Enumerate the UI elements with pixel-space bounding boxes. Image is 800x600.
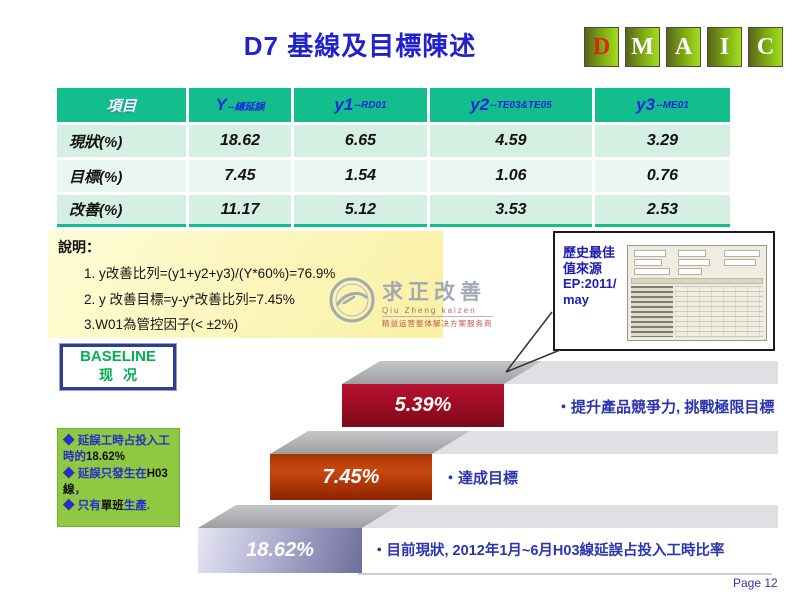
table-cell: 3.29 bbox=[595, 125, 730, 157]
dmaic-letter-a: A bbox=[666, 27, 701, 67]
watermark: 求正改善 Qiu Zheng kaizen 精益运营整体解决方案服务商 bbox=[328, 276, 543, 329]
table-cell: 18.62 bbox=[189, 125, 291, 157]
sheet-field bbox=[678, 268, 702, 275]
table-cell: 4.59 bbox=[430, 125, 592, 157]
table-cell: 11.17 bbox=[189, 195, 291, 227]
page-number: Page 12 bbox=[733, 576, 778, 590]
table-header-y1: y1 --RD01 bbox=[294, 88, 427, 122]
platform-top-dark bbox=[342, 361, 542, 384]
sheet-field bbox=[634, 268, 670, 275]
dmaic-letter-d: D bbox=[584, 27, 619, 67]
table-cell: 3.53 bbox=[430, 195, 592, 227]
table-header-y3: y3 --ME01 bbox=[595, 88, 730, 122]
bar-current: 18.62% bbox=[198, 528, 362, 573]
table-header-y: Y --總延誤 bbox=[189, 88, 291, 122]
table-cell: 2.53 bbox=[595, 195, 730, 227]
kaizen-logo-icon bbox=[329, 277, 375, 323]
platform-top-light bbox=[504, 361, 778, 384]
baseline-label-cn: 现况 bbox=[99, 367, 147, 384]
platform-bottom-dark bbox=[198, 505, 400, 528]
watermark-subtitle: 精益运营整体解决方案服务商 bbox=[382, 319, 493, 328]
page-title: D7 基線及目標陳述 bbox=[243, 31, 477, 61]
sheet-field bbox=[724, 259, 756, 266]
baseline-label-en: BASELINE bbox=[80, 347, 156, 365]
baseline-box: BASELINE 现况 bbox=[59, 343, 177, 391]
table-header-y2: y2 --TE03&TE05 bbox=[430, 88, 592, 122]
spreadsheet-thumbnail bbox=[627, 245, 767, 341]
table-cell: 1.54 bbox=[294, 160, 427, 192]
platform-mid-light bbox=[432, 431, 778, 454]
sheet-grid bbox=[675, 286, 763, 337]
sheet-field bbox=[678, 250, 706, 257]
bullet-icon: ◆ bbox=[63, 467, 78, 480]
note-item-1: 1. y改善比列=(y1+y2+y3)/(Y*60%)=76.9% bbox=[84, 266, 336, 281]
sheet-toolbar bbox=[631, 278, 763, 284]
sheet-field bbox=[678, 259, 710, 266]
note-item-2: 2. y 改善目標=y-y*改善比列=7.45% bbox=[84, 291, 295, 307]
annotation-current: ・目前現狀, 2012年1月~6月H03線延誤占投入工時比率 bbox=[372, 543, 725, 559]
watermark-en: Qiu Zheng kaizen bbox=[382, 306, 493, 317]
note-item-3: 3.W01為管控因子(< ±2%) bbox=[84, 317, 239, 333]
notes-title: 說明： bbox=[58, 239, 100, 255]
table-cell: 5.12 bbox=[294, 195, 427, 227]
table-cell: 1.06 bbox=[430, 160, 592, 192]
row-label-target: 目標(%) bbox=[57, 160, 186, 192]
dmaic-letter-c: C bbox=[748, 27, 783, 67]
row-label-current: 現狀(%) bbox=[57, 125, 186, 157]
table-cell: 6.65 bbox=[294, 125, 427, 157]
baseline-target-table: 項目 Y --總延誤 y1 --RD01 y2 --TE03&TE05 y3 --ME0… bbox=[57, 88, 730, 227]
sheet-field bbox=[634, 259, 662, 266]
dmaic-letter-i: I bbox=[707, 27, 742, 67]
platform-bottom-light bbox=[362, 505, 778, 528]
dmaic-letter-m: M bbox=[625, 27, 660, 67]
callout-text: 歷史最佳 值來源 EP:2011/ may bbox=[563, 245, 617, 307]
bullet-icon: ◆ bbox=[63, 500, 78, 513]
dmaic-strip: D M A I C bbox=[584, 27, 783, 67]
sheet-field bbox=[634, 250, 666, 257]
notes-panel: 說明： 1. y改善比列=(y1+y2+y3)/(Y*60%)=76.9% 2.… bbox=[48, 231, 443, 338]
table-cell: 0.76 bbox=[595, 160, 730, 192]
history-source-callout: 歷史最佳 值來源 EP:2011/ may bbox=[553, 231, 775, 351]
bullet-icon: ◆ bbox=[63, 435, 78, 447]
findings-box: ◆ 延誤工時占投入工時的18.62% ◆ 延誤只發生在H03線， ◆ 只有單班生… bbox=[57, 428, 180, 527]
sheet-row-labels bbox=[631, 286, 673, 337]
annotation-challenge: ・提升產品競爭力, 挑戰極限目標 bbox=[556, 399, 775, 416]
row-label-improve: 改善(%) bbox=[57, 195, 186, 227]
watermark-cn: 求正改善 bbox=[382, 281, 486, 304]
annotation-goal: ・達成目標 bbox=[443, 470, 519, 487]
bar-challenge-target: 5.39% bbox=[342, 384, 504, 427]
table-header-item: 項目 bbox=[57, 88, 186, 122]
platform-mid-dark bbox=[270, 431, 470, 454]
bar-goal: 7.45% bbox=[270, 454, 432, 500]
table-cell: 7.45 bbox=[189, 160, 291, 192]
sheet-field bbox=[724, 250, 760, 257]
